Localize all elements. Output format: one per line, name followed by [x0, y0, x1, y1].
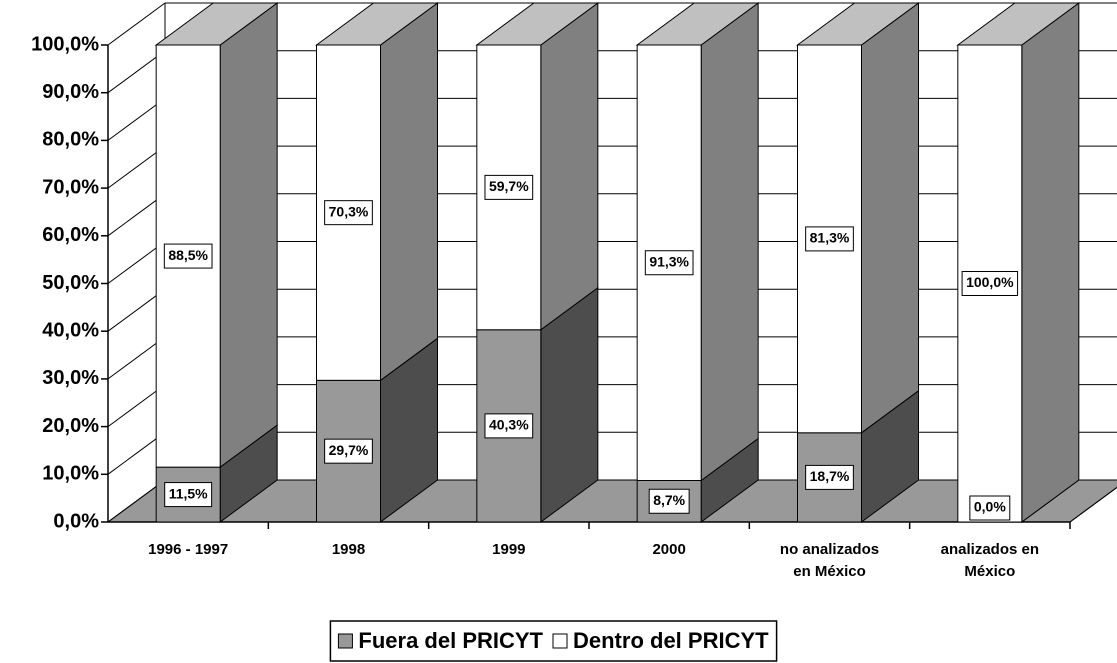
value-label-box: [164, 482, 213, 508]
value-label-box: [805, 464, 854, 490]
side-grid-line: [107, 384, 166, 428]
side-grid-line: [107, 97, 166, 141]
value-label-box: [961, 271, 1019, 296]
value-label-box: [324, 438, 373, 464]
y-tick-label: 20,0%: [42, 415, 99, 437]
legend-label: Fuera del PRICYT: [358, 628, 543, 653]
legend: Fuera del PRICYT Dentro del PRICYT: [329, 620, 778, 662]
x-tick-label: 2000: [652, 541, 685, 558]
y-tick-label: 60,0%: [42, 224, 99, 246]
y-tick-label: 50,0%: [42, 272, 99, 294]
value-label: 81,3%: [810, 230, 850, 246]
bar-side: [219, 2, 278, 469]
y-tick-label: 30,0%: [42, 367, 99, 389]
side-grid-line: [107, 241, 166, 284]
x-tick-label: no analizados en México: [780, 541, 879, 580]
legend-label: Dentro del PRICYT: [573, 628, 769, 653]
value-label: 8,7%: [653, 492, 685, 508]
side-grid-line: [107, 336, 166, 380]
value-label-box: [969, 495, 1011, 521]
value-label-box: [484, 174, 534, 200]
y-tick-label: 100,0%: [31, 33, 99, 55]
floor-edge: [1069, 486, 1117, 523]
side-grid-line: [107, 193, 166, 237]
value-label-box: [163, 243, 213, 269]
y-tick-label: 90,0%: [42, 81, 99, 103]
value-label: 70,3%: [329, 203, 369, 219]
y-tick-label: 70,0%: [42, 176, 99, 198]
value-label-box: [805, 226, 854, 252]
value-label: 29,7%: [329, 442, 369, 458]
y-tick-label: 0,0%: [53, 510, 99, 532]
value-label: 0,0%: [974, 499, 1006, 515]
value-label: 18,7%: [810, 468, 850, 484]
side-grid-line: [107, 479, 166, 523]
value-label: 100,0%: [966, 274, 1014, 290]
y-tick-label: 80,0%: [42, 129, 99, 151]
bar-side: [861, 2, 919, 434]
value-label: 91,3%: [649, 253, 689, 269]
value-label-box: [484, 413, 534, 439]
value-label-box: [648, 488, 690, 514]
legend-swatch: [552, 633, 568, 649]
bar-side: [540, 2, 599, 331]
value-label: 59,7%: [489, 178, 529, 194]
y-tick-label: 40,0%: [42, 319, 99, 341]
x-tick-label: analizados en México: [941, 541, 1039, 580]
value-label-box: [324, 200, 373, 226]
side-grid-line: [107, 288, 166, 332]
y-tick-label: 10,0%: [42, 463, 99, 485]
side-grid-line: [107, 2, 166, 46]
bar-side: [700, 2, 759, 482]
side-grid-line: [107, 50, 166, 94]
x-tick-label: 1998: [332, 541, 365, 558]
value-label: 40,3%: [489, 417, 529, 433]
bar-side: [380, 2, 438, 382]
side-grid-line: [107, 431, 166, 475]
x-tick-label: 1996 - 1997: [148, 541, 228, 558]
value-label: 88,5%: [168, 247, 208, 263]
x-tick-label: 1999: [492, 541, 525, 558]
value-label-box: [644, 250, 694, 276]
side-grid-line: [107, 145, 166, 189]
legend-swatch: [337, 633, 353, 649]
value-label: 11,5%: [169, 485, 208, 501]
bar-side: [1021, 2, 1080, 523]
